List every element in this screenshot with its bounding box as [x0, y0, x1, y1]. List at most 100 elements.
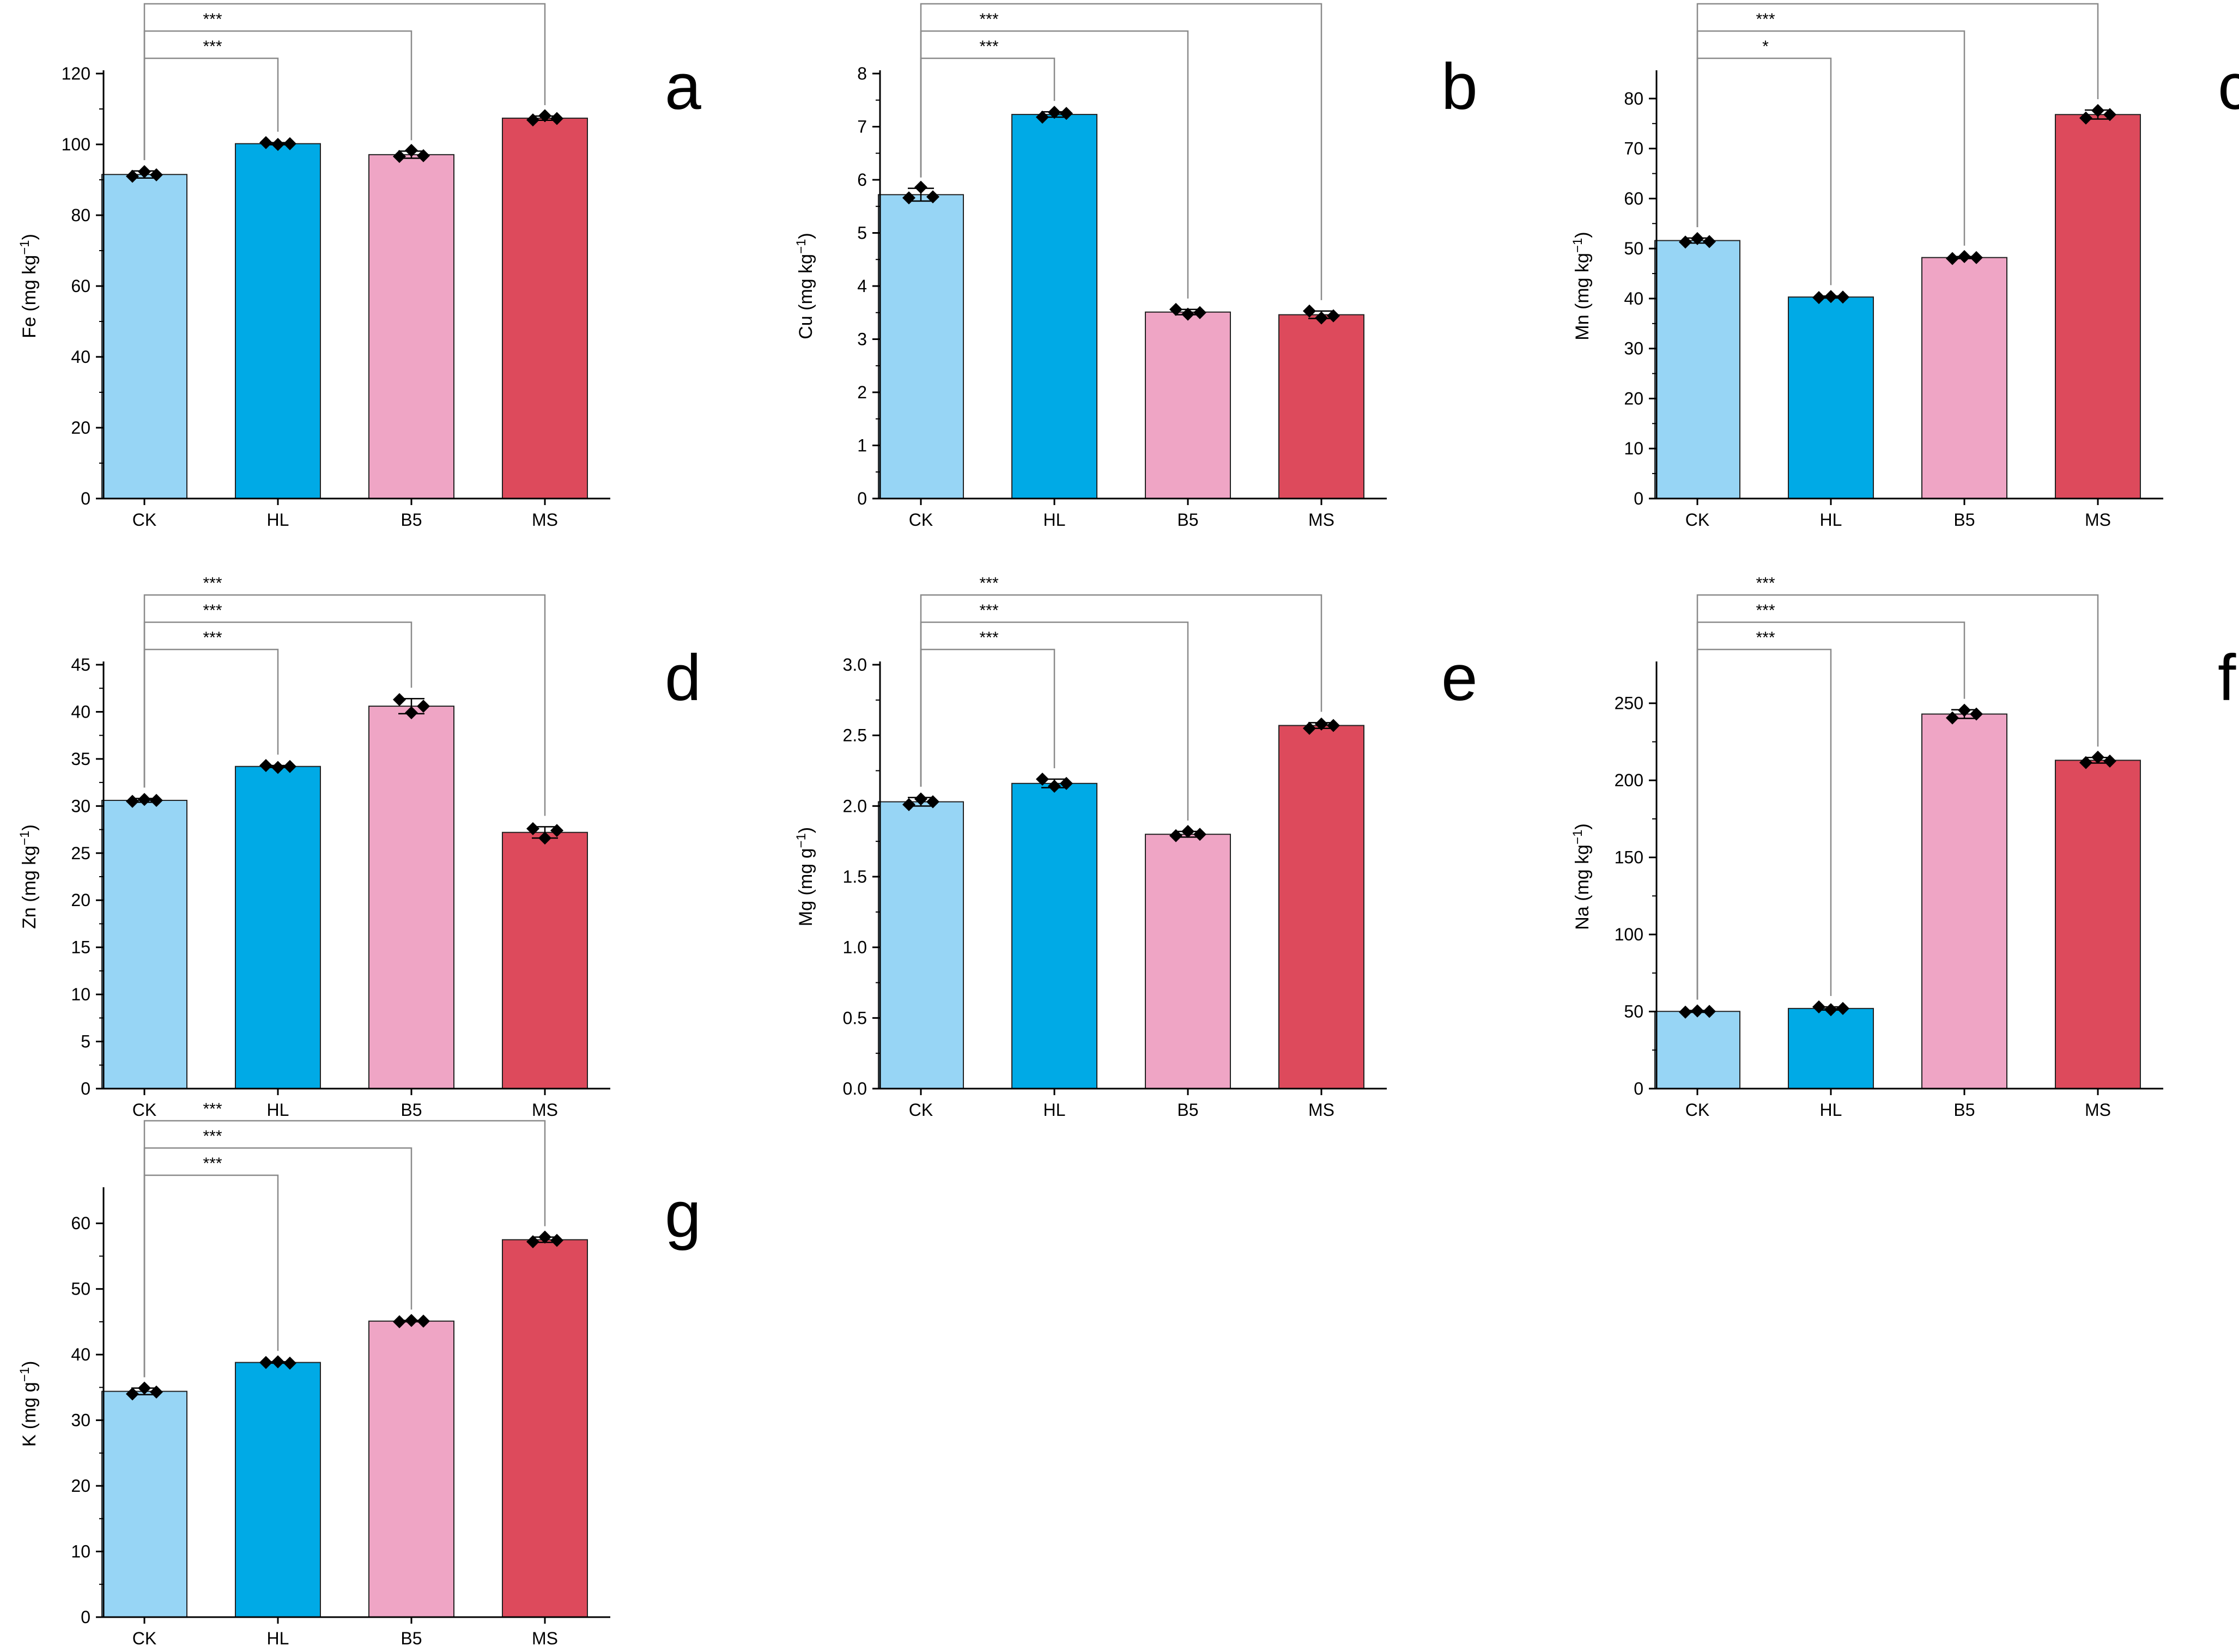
data-point	[1315, 311, 1328, 325]
y-tick-label: 0.0	[843, 1079, 867, 1098]
data-point	[1181, 825, 1194, 839]
data-point	[271, 1355, 284, 1369]
x-tick-label: B5	[401, 1100, 422, 1120]
y-tick-label: 0.5	[843, 1008, 867, 1028]
data-point	[1946, 711, 1959, 725]
significance-label: ***	[979, 10, 998, 28]
x-tick-label: MS	[1308, 1100, 1334, 1120]
y-tick-label: 5	[857, 223, 867, 243]
x-tick-label: CK	[909, 1100, 933, 1120]
bar-b5	[368, 706, 454, 1090]
bar-ck	[1654, 1011, 1740, 1090]
significance-label: ***	[203, 1127, 222, 1145]
panel-letter: f	[2218, 641, 2236, 714]
y-tick-label: 30	[71, 1411, 90, 1430]
significance-label: ***	[1756, 574, 1775, 592]
y-axis-label: Mn (mg kg−1)	[1570, 232, 1593, 340]
y-axis-label-close: )	[796, 827, 816, 833]
y-tick-label: 50	[71, 1279, 90, 1299]
bar-hl	[1788, 296, 1874, 499]
x-tick-label: MS	[532, 1100, 558, 1120]
significance-bracket	[143, 1120, 546, 1377]
significance-bracket	[920, 648, 1055, 787]
data-point	[138, 793, 151, 806]
data-point	[393, 150, 406, 163]
bar-ck	[878, 801, 964, 1089]
y-tick-label: 200	[1615, 770, 1643, 790]
data-point	[2079, 756, 2092, 769]
y-tick-label: 150	[1615, 848, 1643, 867]
data-point	[405, 706, 418, 720]
y-tick-label: 1.5	[843, 867, 867, 886]
data-point	[138, 165, 151, 179]
x-tick-label: HL	[267, 510, 289, 530]
y-axis-label-text: Cu (mg kg	[796, 254, 816, 339]
panel-letter: d	[665, 641, 701, 714]
data-point	[1036, 110, 1049, 124]
data-point	[538, 109, 551, 123]
data-point	[1691, 1004, 1704, 1018]
y-axis-label-exponent: −1	[17, 830, 32, 845]
y-axis-label: K (mg g−1)	[17, 1361, 40, 1447]
bar-b5	[368, 1320, 454, 1618]
y-tick-label: 40	[71, 702, 90, 721]
y-axis-label: Cu (mg kg−1)	[794, 233, 816, 339]
significance-label: ***	[203, 0, 222, 1]
y-tick-label: 80	[1624, 89, 1643, 108]
y-axis-label-exponent: −1	[17, 1367, 32, 1382]
y-tick-label: 20	[1624, 388, 1643, 408]
bar-ck	[878, 194, 964, 499]
y-tick-label: 1	[857, 436, 867, 455]
data-point	[526, 1235, 539, 1248]
data-point	[393, 693, 406, 706]
x-tick-label: B5	[1177, 1100, 1198, 1120]
bar-hl	[235, 1362, 321, 1618]
y-axis-label: Fe (mg kg−1)	[17, 234, 40, 338]
significance-label: ***	[203, 574, 222, 592]
significance-label: ***	[203, 1155, 222, 1173]
data-point	[1060, 776, 1073, 790]
y-tick-label: 2.5	[843, 726, 867, 745]
y-tick-label: 0	[81, 489, 90, 508]
y-tick-label: 40	[1624, 289, 1643, 308]
data-point	[914, 792, 927, 806]
data-point	[271, 138, 284, 151]
y-tick-label: 70	[1624, 139, 1643, 159]
y-tick-label: 4	[857, 276, 867, 296]
x-tick-label: B5	[401, 1629, 422, 1648]
bar-b5	[1921, 713, 2007, 1089]
data-point	[150, 793, 163, 807]
y-tick-label: 100	[1615, 925, 1643, 944]
y-tick-label: 1.0	[843, 938, 867, 957]
data-point	[902, 191, 915, 205]
y-tick-label: 60	[71, 1213, 90, 1233]
y-tick-label: 250	[1615, 694, 1643, 713]
data-point	[417, 149, 430, 162]
data-point	[538, 1230, 551, 1244]
x-tick-label: HL	[267, 1629, 289, 1648]
data-point	[1036, 773, 1049, 786]
significance-label: ***	[203, 10, 222, 28]
y-axis-label-text: K (mg g	[19, 1382, 40, 1447]
data-point	[1060, 107, 1073, 120]
panel-letter: g	[665, 1178, 701, 1251]
x-tick-label: CK	[909, 510, 933, 530]
y-tick-label: 6	[857, 170, 867, 190]
y-axis-label-text: Zn (mg kg	[19, 846, 40, 929]
data-point	[1193, 828, 1206, 841]
data-point	[1315, 717, 1328, 731]
x-tick-label: MS	[2085, 1100, 2111, 1120]
y-axis-label: Na (mg kg−1)	[1570, 823, 1593, 930]
data-point	[1824, 290, 1837, 303]
x-tick-label: HL	[267, 1100, 289, 1120]
y-tick-label: 50	[1624, 1002, 1643, 1022]
y-axis-label-close: )	[19, 1361, 40, 1367]
x-tick-label: B5	[1177, 510, 1198, 530]
data-point	[150, 1385, 163, 1399]
significance-label: ***	[1756, 629, 1775, 647]
significance-bracket	[1696, 648, 1832, 1000]
data-point	[1958, 703, 1971, 717]
data-point	[526, 113, 539, 127]
panel-letter: a	[665, 50, 701, 123]
y-axis-label-close: )	[1572, 823, 1593, 829]
